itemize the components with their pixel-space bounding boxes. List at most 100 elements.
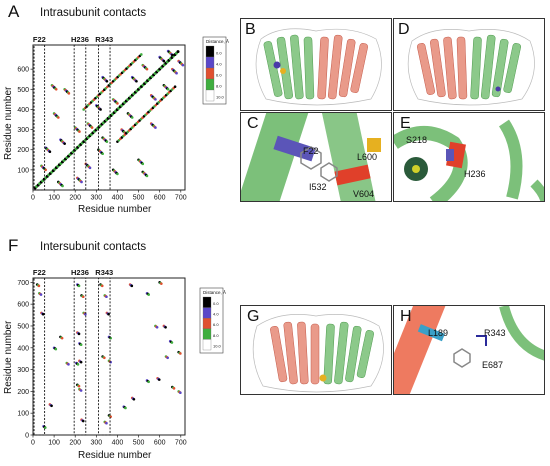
panel-f-title: Intersubunit contacts bbox=[40, 241, 147, 253]
panel-e-structure: E S218 H236 bbox=[393, 112, 545, 202]
chart-a-xtick-label-3: 300 bbox=[90, 195, 102, 202]
panel-d-structure: D bbox=[393, 18, 545, 111]
chart-a-contact-mark bbox=[61, 184, 64, 188]
chart-f-contact-mark bbox=[79, 343, 83, 347]
panel-g-structure: G bbox=[240, 305, 392, 395]
chart-f-legend-swatch-2 bbox=[202, 318, 212, 329]
chart-f-legend-level-3: 8.0 bbox=[213, 333, 219, 338]
chart-a-marker-label-0: F22 bbox=[33, 35, 46, 44]
chart-a-contact-mark bbox=[63, 142, 66, 145]
chart-a-contact-mark bbox=[99, 108, 102, 111]
chart-f-contact-mark bbox=[132, 397, 136, 401]
chart-a-contact-mark bbox=[171, 53, 174, 57]
chart-a-contact-mark bbox=[90, 126, 94, 129]
chart-f-legend-swatch-3 bbox=[202, 328, 212, 340]
chart-f-xtick-label-1: 100 bbox=[48, 440, 60, 447]
chart-a-contact-mark bbox=[130, 116, 134, 119]
chart-a-contact-mark bbox=[116, 102, 119, 105]
chart-f-contact-mark bbox=[100, 284, 104, 288]
chart-f-contact-mark bbox=[103, 356, 106, 360]
chart-a-ytick-label-2: 300 bbox=[17, 127, 29, 134]
residue-label-h236: H236 bbox=[464, 169, 486, 179]
chart-f-contact-mark bbox=[130, 284, 134, 288]
residue-label-r343: R343 bbox=[484, 328, 506, 338]
chart-f-ytick-label-7: 700 bbox=[17, 280, 29, 287]
chart-f-contact-mark bbox=[179, 352, 182, 355]
chart-f-contact-mark bbox=[79, 389, 83, 392]
chart-a-contact-mark bbox=[78, 130, 81, 133]
residue-label-e687: E687 bbox=[482, 360, 504, 370]
panel-a-letter: A bbox=[8, 2, 20, 21]
chart-a-xtick-label-4: 400 bbox=[112, 195, 124, 202]
chart-f-contact-mark bbox=[124, 406, 127, 410]
chart-a-legend-level-1: 4.0 bbox=[216, 61, 222, 66]
residue-label-f22: F22 bbox=[303, 146, 319, 156]
chart-f-contact-mark bbox=[60, 336, 64, 340]
chart-f-legend-swatch-4 bbox=[202, 339, 212, 351]
chart-a-contact-mark bbox=[54, 88, 58, 91]
chart-f-contact-mark bbox=[160, 282, 163, 285]
chart-a-xtick-label-1: 100 bbox=[48, 195, 60, 202]
chart-a-xlabel: Residue number bbox=[78, 204, 152, 215]
chart-f-marker-box-0 bbox=[33, 277, 46, 436]
chart-a-legend-level-3: 8.0 bbox=[216, 83, 222, 88]
chart-f-xtick-label-3: 300 bbox=[90, 440, 102, 447]
chart-f-contact-mark bbox=[107, 312, 110, 316]
chart-f-contact-mark bbox=[77, 384, 81, 388]
chart-a-ytick-label-5: 600 bbox=[17, 67, 29, 74]
chart-f-plot-frame bbox=[32, 277, 186, 436]
panel-a-title: Intrasubunit contacts bbox=[40, 7, 147, 19]
chart-a-contact-mark bbox=[145, 174, 149, 178]
chart-a-marker-label-2: R343 bbox=[95, 35, 113, 44]
chart-a-contact-mark bbox=[166, 88, 170, 91]
chart-a-ytick-label-0: 100 bbox=[17, 167, 29, 174]
chart-a-marker-label-1: H236 bbox=[71, 35, 89, 44]
chart-a-ytick-label-4: 500 bbox=[17, 87, 29, 94]
chart-f-legend-level-4: 10.0 bbox=[213, 343, 222, 348]
chart-a-legend-level-2: 6.0 bbox=[216, 72, 222, 77]
chart-a-legend-title: Distance, Å bbox=[206, 38, 229, 44]
chart-a-xtick-label-6: 600 bbox=[154, 195, 166, 202]
chart-a-contact-mark bbox=[67, 92, 71, 95]
chart-f-contact-mark bbox=[172, 387, 176, 390]
chart-a-legend-level-0: 0.0 bbox=[216, 50, 222, 55]
chart-a-marker-box-0 bbox=[33, 44, 46, 191]
chart-f-contact-mark bbox=[81, 295, 85, 299]
chart-f-contact-mark bbox=[170, 341, 174, 344]
chart-f-contact-mark bbox=[54, 347, 58, 351]
chart-a-xtick-label-5: 500 bbox=[133, 195, 145, 202]
chart-f-contact-mark bbox=[166, 356, 169, 360]
chart-a-marker-box-1 bbox=[73, 44, 87, 191]
panel-g-letter: G bbox=[247, 308, 260, 325]
chart-a-xtick-label-2: 200 bbox=[69, 195, 81, 202]
chart-f-legend-level-2: 6.0 bbox=[213, 322, 219, 327]
chart-a-contact-mark bbox=[88, 166, 92, 170]
chart-f-contact-mark bbox=[147, 293, 150, 296]
residue-label-l189: L189 bbox=[428, 328, 449, 338]
chart-f-xtick-label-4: 400 bbox=[112, 440, 124, 447]
chart-f-xtick-label-0: 0 bbox=[31, 440, 35, 447]
chart-f-ytick-label-0: 0 bbox=[25, 433, 29, 440]
chart-f-ytick-label-2: 200 bbox=[17, 389, 29, 396]
residue-label-s218: S218 bbox=[406, 135, 428, 145]
residue-label-l600: L600 bbox=[357, 152, 378, 162]
panel-h-letter: H bbox=[400, 308, 412, 325]
chart-f-xtick-label-7: 700 bbox=[175, 440, 187, 447]
panel-h-structure: H L189 R343 E687 bbox=[393, 305, 545, 395]
chart-a-contact-mark bbox=[48, 150, 52, 154]
chart-f-contact-mark bbox=[79, 360, 83, 364]
chart-f-legend-swatch-1 bbox=[202, 307, 212, 319]
chart-f-contact-mark bbox=[157, 378, 161, 381]
chart-f-ytick-label-1: 100 bbox=[17, 411, 29, 418]
chart-a-contact-mark bbox=[57, 116, 60, 119]
chart-a-xtick-label-7: 700 bbox=[175, 195, 187, 202]
chart-a-contact-mark bbox=[80, 180, 83, 184]
chart-f-ytick-label-5: 500 bbox=[17, 323, 29, 330]
panel-f-letter: F bbox=[8, 236, 19, 255]
chart-f-contact-mark bbox=[155, 325, 159, 329]
panel-b-structure: B bbox=[240, 18, 392, 111]
chart-f-contact-mark bbox=[77, 284, 81, 288]
residue-label-v604: V604 bbox=[353, 189, 375, 199]
chart-f-marker-label-1: H236 bbox=[71, 268, 89, 277]
